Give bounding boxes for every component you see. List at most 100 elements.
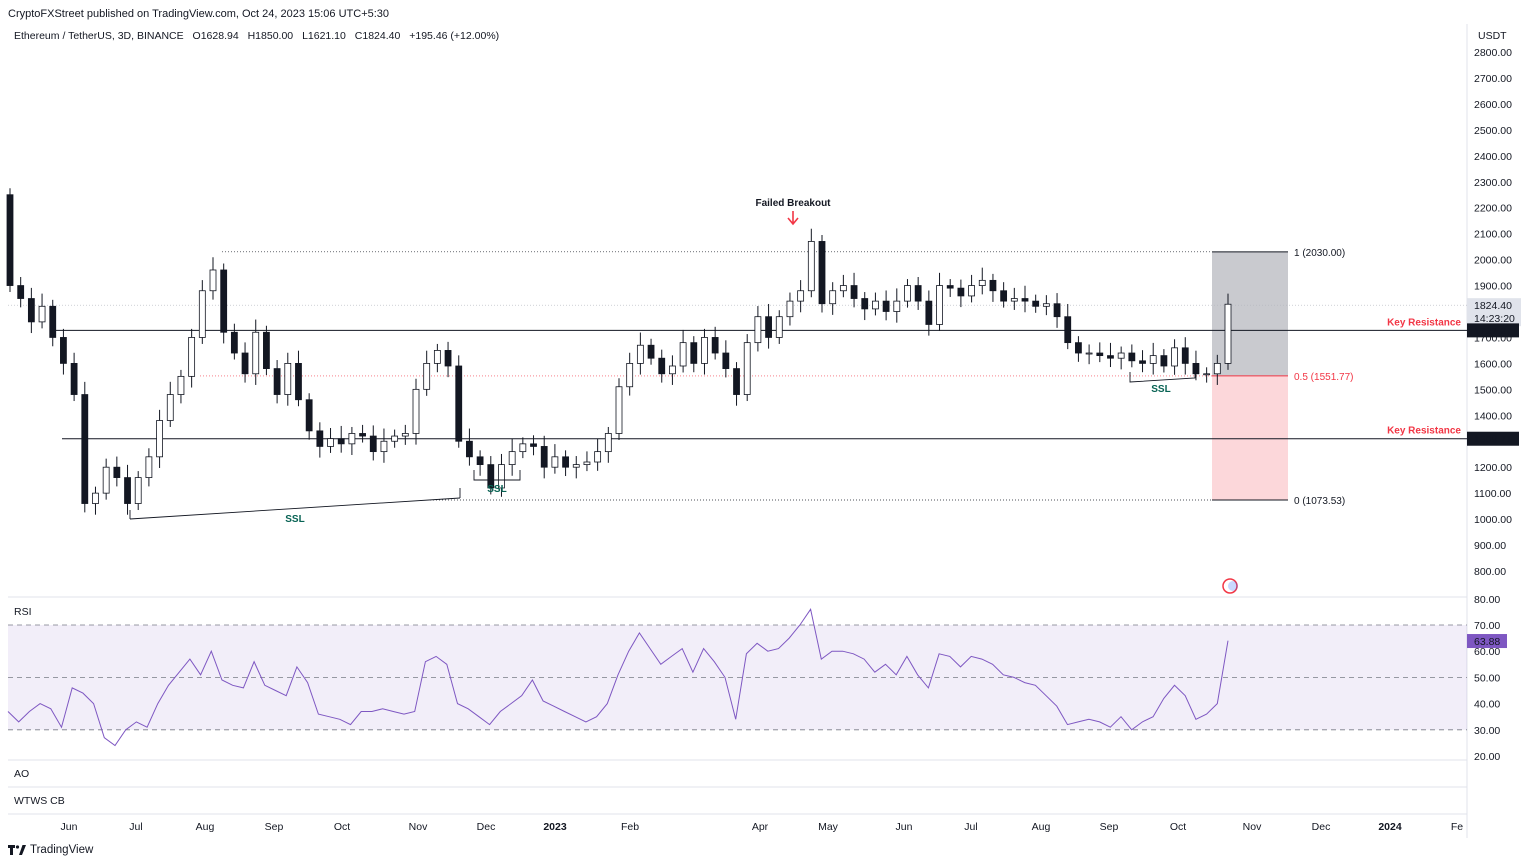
time-tick-label: 2024	[1378, 821, 1402, 833]
candle-down	[476, 456, 484, 466]
symbol-name[interactable]: Ethereum / TetherUS, 3D, BINANCE	[14, 30, 184, 42]
price-tick-label: 1100.00	[1474, 488, 1511, 500]
candle-up	[1117, 352, 1125, 359]
candle-up	[1010, 298, 1018, 302]
flag-icon[interactable]	[1222, 578, 1238, 594]
candle-up	[904, 285, 911, 302]
candle-up	[348, 433, 356, 445]
symbol-legend: Ethereum / TetherUS, 3D, BINANCE O1628.9…	[14, 30, 505, 42]
candle-up	[551, 456, 559, 468]
rsi-line	[7, 608, 1229, 747]
candle-down	[562, 456, 569, 468]
candle-up	[1085, 352, 1093, 355]
time-tick-label: Aug	[196, 821, 215, 833]
candle-down	[530, 443, 537, 447]
price-tick-label: 2100.00	[1474, 229, 1512, 241]
time-tick-label: Nov	[409, 821, 428, 833]
candle-up	[380, 440, 388, 453]
candle-up	[626, 362, 634, 388]
candle-down	[1075, 342, 1082, 354]
candle-up	[572, 464, 580, 468]
fib-lower-zone	[1212, 375, 1288, 501]
time-tick-label: 2023	[543, 821, 567, 833]
time-tick-label: Fe	[1451, 821, 1463, 833]
fib-label-05: 0.5 (1551.77)	[1294, 372, 1354, 383]
candle-up	[177, 375, 185, 395]
key-resistance-label: Key Resistance	[1387, 317, 1461, 328]
candle-down	[273, 368, 281, 395]
ssl-bracket	[1129, 368, 1196, 383]
candle-up	[92, 492, 99, 504]
candle-up	[401, 433, 409, 437]
candle-up	[38, 305, 46, 323]
rsi-tick-label: 80.00	[1474, 594, 1500, 606]
candle-up	[1171, 347, 1178, 367]
level-price-value: 1309.71	[1474, 434, 1512, 446]
rsi-tick-label: 20.00	[1474, 751, 1500, 763]
candle-down	[337, 438, 345, 445]
time-axis: Jun Jul Aug Sep Oct Nov Dec 2023 Feb Apr May Jun Jul…	[61, 821, 1464, 833]
price-tick-label: 1900.00	[1474, 281, 1512, 293]
rsi-axis: 20.00 30.00 40.00 50.00 60.00 70.00 80.00	[1474, 594, 1500, 763]
candle-up	[604, 433, 612, 453]
price-tick-label: 1500.00	[1474, 384, 1512, 396]
candle-up	[594, 451, 602, 463]
fib-upper-zone	[1212, 251, 1288, 376]
footer-brand[interactable]: TradingView	[8, 844, 93, 856]
price-tick-label: 2200.00	[1474, 203, 1512, 215]
candle-down	[1139, 360, 1146, 364]
candle-down	[487, 464, 495, 489]
candle-down	[17, 285, 25, 299]
candle-down	[946, 285, 954, 289]
candle-up	[701, 337, 708, 364]
candle-up	[134, 477, 142, 504]
price-tick-label: 1400.00	[1474, 410, 1512, 422]
candle-down	[124, 477, 131, 504]
candle-up	[872, 300, 879, 310]
candle-down	[957, 287, 965, 297]
candle-up	[508, 451, 516, 466]
rsi-tick-label: 70.00	[1474, 620, 1500, 632]
candle-down	[818, 241, 826, 305]
candle-down	[1107, 355, 1114, 359]
time-tick-label: Jul	[964, 821, 977, 833]
time-tick-label: Apr	[752, 821, 769, 833]
candles-layer	[6, 188, 1232, 515]
time-tick-label: Jun	[896, 821, 913, 833]
time-tick-label: Sep	[265, 821, 284, 833]
rsi-pane-label[interactable]: RSI	[14, 606, 32, 618]
candle-up	[156, 420, 163, 458]
candle-down	[925, 300, 933, 325]
candle-up	[412, 388, 420, 434]
time-tick-label: Feb	[621, 821, 639, 833]
ohlc-change: +195.46 (+12.00%)	[409, 30, 500, 42]
candle-up	[166, 394, 174, 421]
rsi-tick-label: 30.00	[1474, 725, 1500, 737]
candle-down	[113, 466, 121, 478]
failed-breakout-label: Failed Breakout	[755, 198, 831, 209]
candle-up	[1213, 362, 1221, 375]
candle-up	[1042, 303, 1050, 307]
price-tick-label: 900.00	[1474, 540, 1506, 552]
rsi-tick-label: 60.00	[1474, 646, 1500, 658]
last-price-timer: 14:23:20	[1474, 313, 1515, 325]
rsi-layer	[7, 608, 1467, 747]
candle-down	[733, 368, 740, 395]
ohlc-close: C1824.40	[354, 30, 401, 42]
candle-up	[615, 386, 623, 434]
time-tick-label: Nov	[1243, 821, 1262, 833]
candle-up	[583, 461, 591, 466]
candle-down	[455, 365, 463, 442]
price-tick-label: 2600.00	[1474, 99, 1512, 111]
candle-up	[754, 316, 762, 344]
time-tick-label: Oct	[1170, 821, 1186, 833]
candle-down	[369, 435, 377, 453]
candle-up	[433, 350, 441, 364]
candle-down	[81, 394, 89, 504]
candle-down	[295, 362, 302, 401]
wtws-pane-label[interactable]: WTWS CB	[14, 795, 65, 807]
tradingview-logo-icon	[8, 845, 26, 855]
time-tick-label: Oct	[334, 821, 350, 833]
price-tick-label: 2400.00	[1474, 151, 1512, 163]
ao-pane-label[interactable]: AO	[14, 768, 30, 780]
